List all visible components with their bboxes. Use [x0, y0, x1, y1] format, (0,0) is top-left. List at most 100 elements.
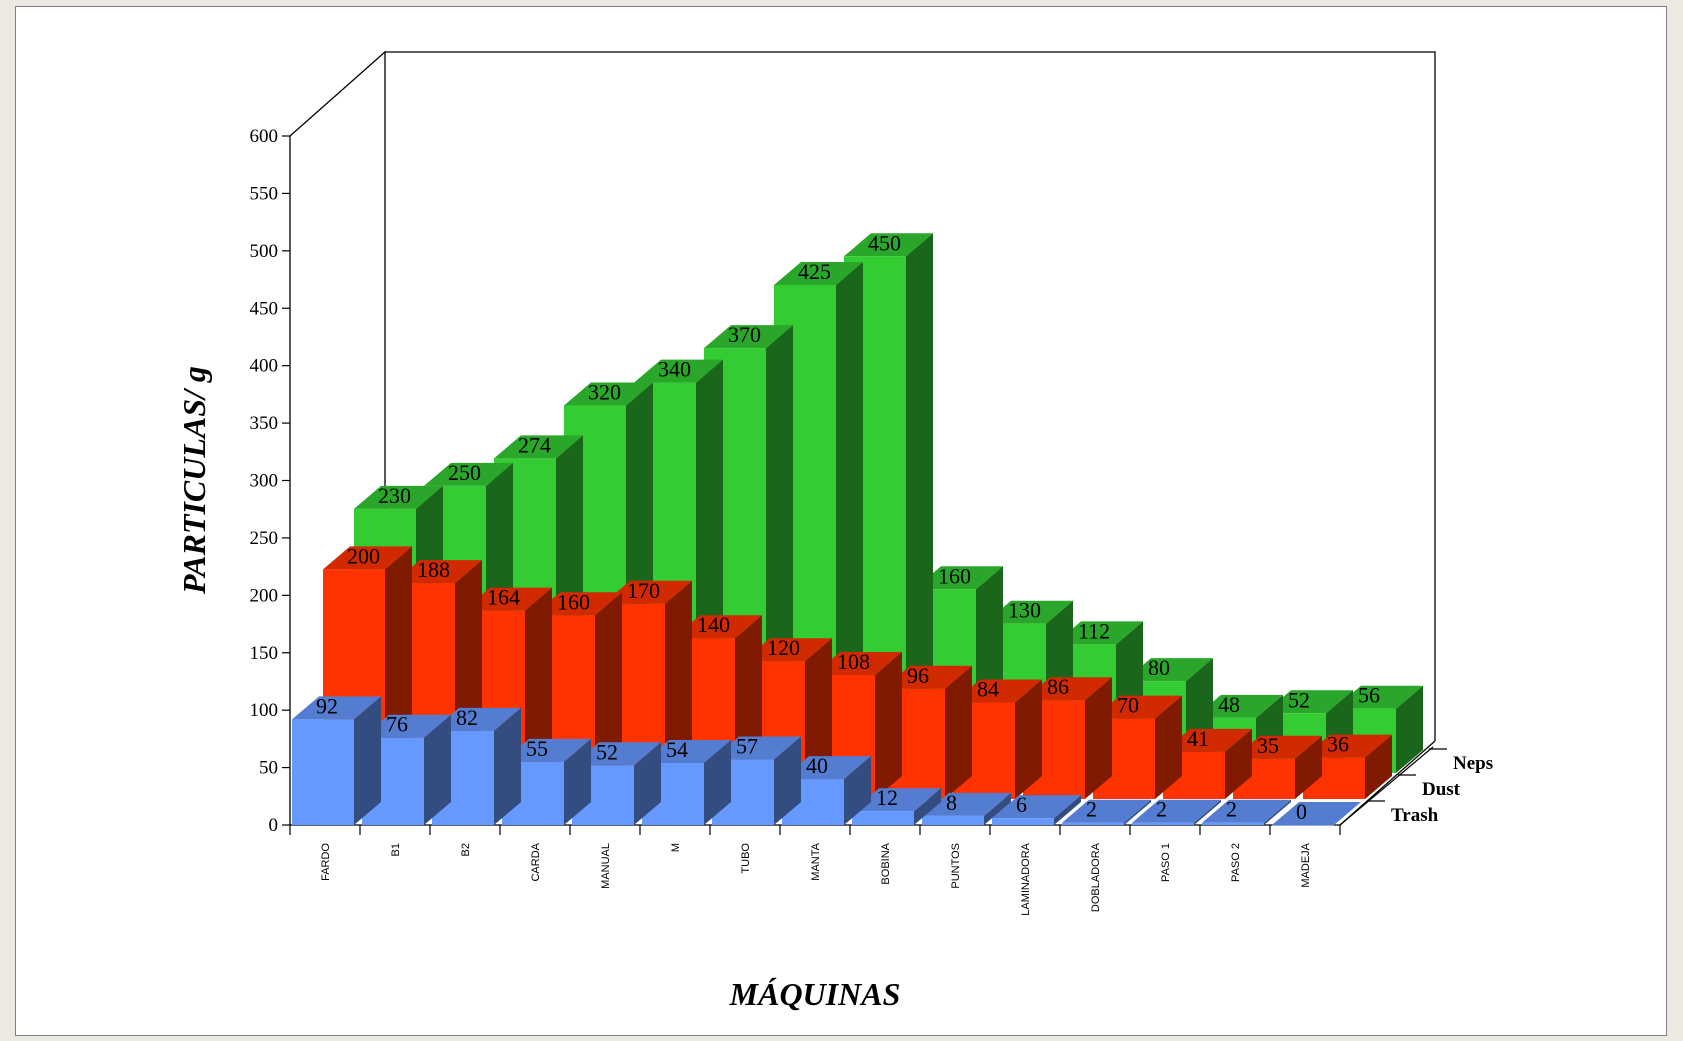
series-label-trash: Trash	[1391, 805, 1439, 826]
value-label-dust: 35	[1257, 733, 1279, 758]
depth-axis-segment	[1339, 798, 1372, 826]
x-tick-label: FARDO	[320, 843, 332, 881]
bar-top	[1062, 799, 1151, 823]
value-label-trash: 82	[456, 705, 478, 730]
y-tick-label: 0	[269, 815, 279, 836]
y-tick-label: 400	[250, 356, 279, 377]
value-label-dust: 96	[907, 663, 929, 688]
bar-top	[463, 587, 552, 611]
value-label-trash: 8	[946, 790, 957, 815]
bar-side	[844, 756, 871, 825]
value-label-dust: 170	[627, 578, 660, 603]
value-label-dust: 164	[487, 585, 520, 610]
bar-top	[603, 580, 692, 604]
y-tick-label: 150	[250, 643, 279, 664]
value-label-trash: 2	[1226, 797, 1237, 822]
bar-side	[906, 233, 933, 773]
y-tick-label: 550	[250, 183, 279, 204]
bar-top	[673, 615, 762, 639]
bar-top	[1272, 802, 1361, 825]
bar-side	[1396, 685, 1423, 773]
bar-trash	[992, 795, 1081, 825]
bar-side	[945, 665, 972, 799]
value-label-trash: 2	[1086, 797, 1097, 822]
bar-top	[1054, 621, 1143, 645]
x-tick-label: B1	[390, 843, 402, 856]
y-tick-label: 500	[250, 241, 279, 262]
back-wall-edge	[385, 51, 1436, 741]
y-axis-title: PARTICULAS/ g	[176, 366, 212, 595]
bar-trash	[852, 788, 941, 825]
bar-side	[1015, 679, 1042, 799]
value-label-dust: 41	[1187, 726, 1209, 751]
value-label-neps: 450	[868, 230, 901, 255]
bar-top	[564, 382, 653, 406]
value-label-dust: 160	[557, 589, 590, 614]
bar-top	[782, 756, 871, 780]
bar-front	[1202, 822, 1264, 825]
bar-top	[1194, 694, 1283, 718]
series-neps	[354, 233, 1423, 773]
depth-axis-segment	[1370, 772, 1403, 800]
bar-top	[743, 638, 832, 662]
bar-trash	[922, 792, 1011, 825]
bar-top	[704, 325, 793, 349]
x-tick-label: DOBLADORA	[1090, 842, 1102, 912]
value-label-trash: 52	[596, 739, 618, 764]
bar-side	[1365, 734, 1392, 799]
bar-top	[1303, 734, 1392, 758]
value-label-neps: 48	[1218, 692, 1240, 717]
bar-top	[572, 742, 661, 766]
series-label-dust: Dust	[1422, 779, 1461, 800]
y-tick-label: 600	[250, 126, 279, 147]
bar-top	[393, 560, 482, 584]
value-label-neps: 340	[658, 357, 691, 382]
series-trash	[292, 696, 1361, 826]
bar-front	[1062, 822, 1124, 825]
value-label-trash: 12	[876, 785, 898, 810]
bar-top	[634, 359, 723, 383]
y-tick-label: 450	[250, 298, 279, 319]
bar-side	[1295, 735, 1322, 799]
y-tick-label: 50	[259, 758, 278, 779]
bar-top	[432, 707, 521, 731]
x-tick-label: LAMINADORA	[1020, 842, 1032, 915]
value-label-neps: 80	[1148, 655, 1170, 680]
bar-front	[992, 818, 1054, 825]
depth-axis-segment	[1401, 746, 1434, 774]
value-label-neps: 130	[1008, 598, 1041, 623]
x-tick-label: M	[670, 843, 682, 852]
value-label-neps: 56	[1358, 683, 1380, 708]
bar-top	[914, 566, 1003, 590]
bar-side	[984, 792, 1011, 825]
value-label-dust: 36	[1327, 732, 1349, 757]
bar-top	[1334, 685, 1423, 709]
series-label-neps: Neps	[1453, 753, 1493, 774]
value-label-dust: 200	[347, 543, 380, 568]
bar-trash	[782, 756, 871, 825]
bar-trash	[1272, 802, 1361, 826]
bar-side	[1124, 799, 1151, 825]
value-label-trash: 6	[1016, 792, 1027, 817]
bar-front	[292, 719, 354, 825]
bar-side	[704, 739, 731, 825]
value-label-neps: 160	[938, 563, 971, 588]
bar-front	[922, 815, 984, 825]
bar-top	[502, 738, 591, 762]
y-tick-label: 300	[250, 471, 279, 492]
bar-trash	[362, 714, 451, 825]
value-label-trash: 92	[316, 693, 338, 718]
chart-labels: 5652488011213016045042537034032027425023…	[316, 230, 1380, 824]
bar-top	[852, 788, 941, 812]
value-label-trash: 55	[526, 736, 548, 761]
x-tick-label: B2	[460, 843, 472, 856]
bar-top	[1093, 695, 1182, 719]
value-label-trash: 40	[806, 753, 828, 778]
value-label-dust: 120	[767, 635, 800, 660]
x-tick-label: PUNTOS	[950, 843, 962, 889]
bar-trash	[1062, 799, 1151, 825]
bar-side	[634, 742, 661, 825]
value-label-neps: 230	[378, 483, 411, 508]
value-label-neps: 370	[728, 322, 761, 347]
value-label-dust: 140	[697, 612, 730, 637]
